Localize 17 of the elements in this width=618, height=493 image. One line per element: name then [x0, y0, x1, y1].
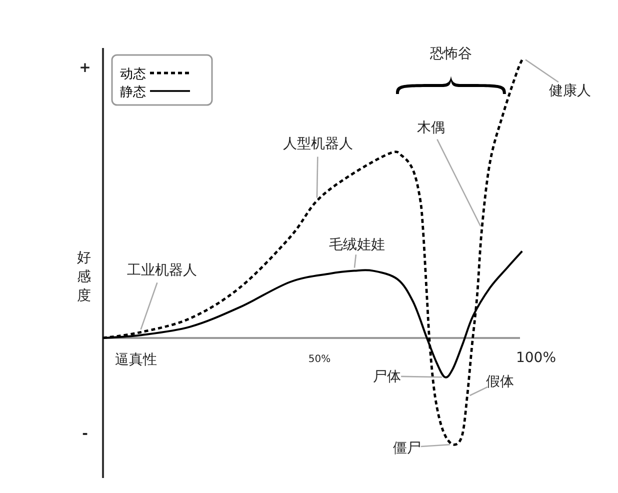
x-tick-label: 50% [308, 354, 331, 365]
x-tick-label: 100% [516, 350, 556, 366]
x-axis-title: 逼真性 [115, 352, 157, 368]
annotation: 工业机器人 [126, 262, 197, 278]
annotation: 毛绒娃娃 [329, 236, 386, 253]
annotation: 假体 [486, 374, 514, 390]
annotation: 尸体 [373, 369, 402, 386]
annotation: 人型机器人 [282, 136, 353, 152]
text: - [82, 426, 88, 442]
y-axis-title: 好感度 [77, 250, 91, 304]
text: + [79, 60, 91, 76]
annotation: 恐怖谷 [429, 46, 472, 62]
annotation: 健康人 [549, 83, 592, 99]
legend-label: 动态 [120, 67, 146, 82]
annotation: 木偶 [416, 120, 445, 136]
annotation: 僵尸 [392, 440, 421, 456]
legend-label: 静态 [120, 85, 146, 100]
